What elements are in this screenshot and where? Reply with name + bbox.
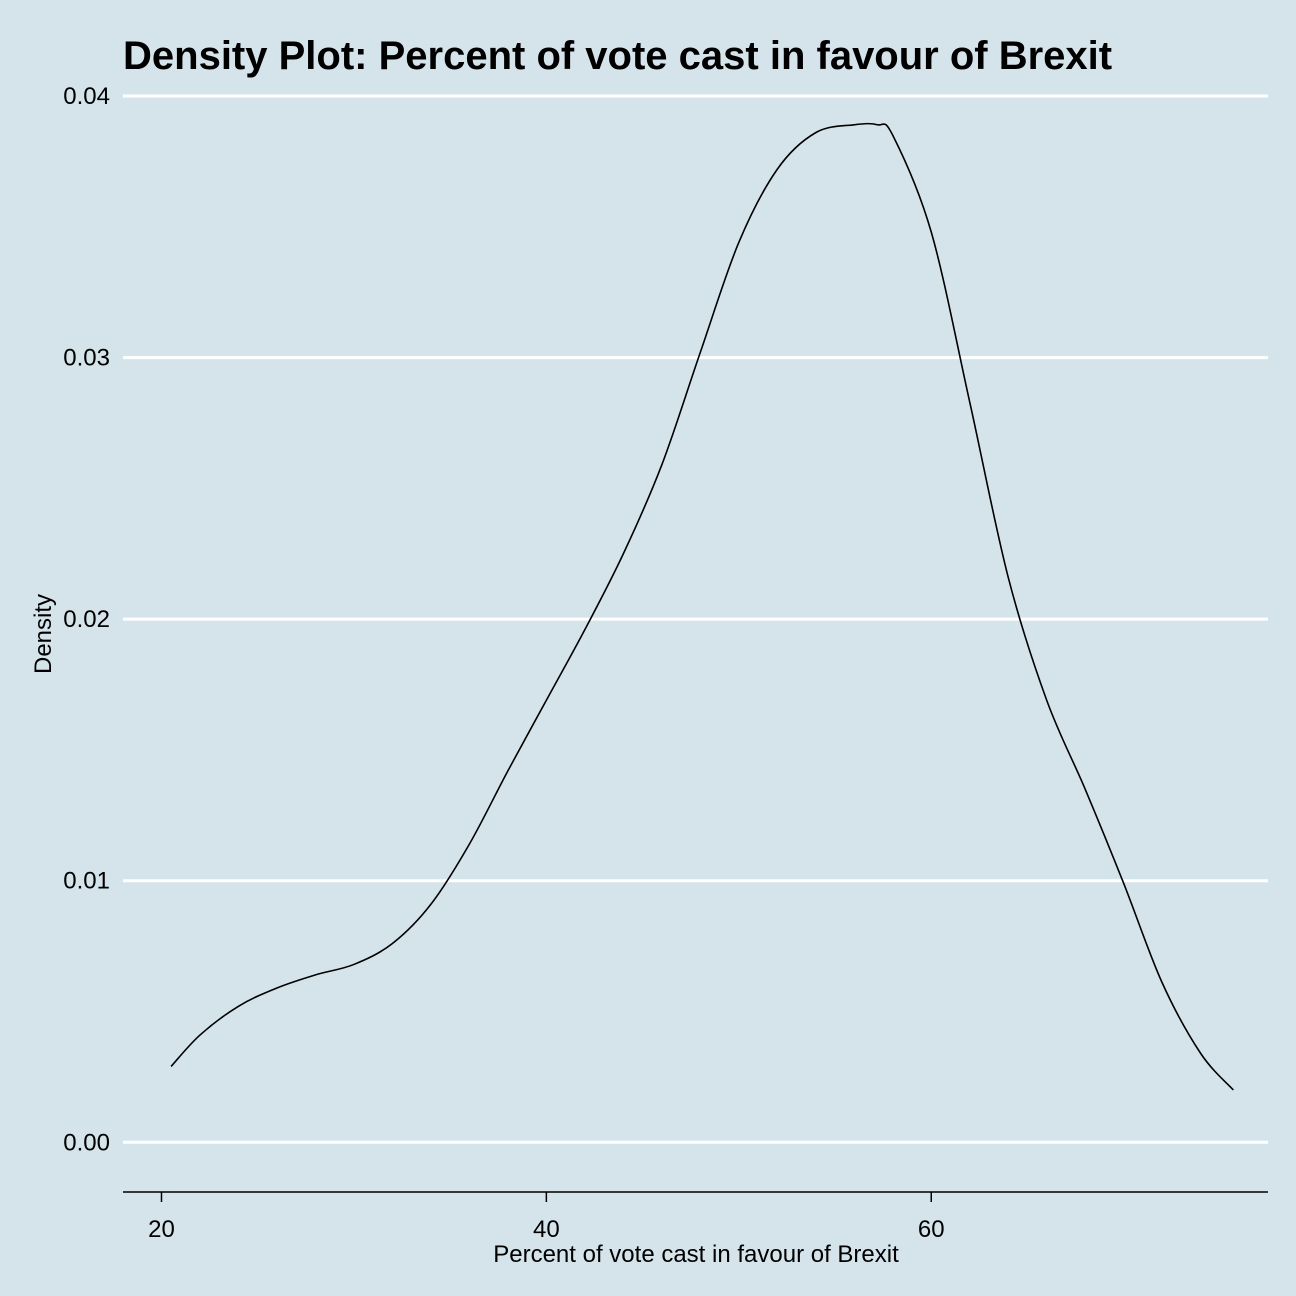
y-tick-label: 0.04 [63, 83, 110, 110]
y-axis-label: Density [30, 594, 57, 674]
series-layer [170, 122, 1234, 1091]
density-line [170, 122, 1234, 1091]
chart-title: Density Plot: Percent of vote cast in fa… [123, 34, 1112, 78]
y-tick-label: 0.00 [63, 1129, 110, 1156]
grid-lines [123, 94, 1268, 1144]
x-tick-label: 60 [918, 1216, 945, 1243]
y-tick-label: 0.03 [63, 345, 110, 372]
y-tick-label: 0.02 [63, 606, 110, 633]
x-axis [123, 1191, 1268, 1202]
x-axis-label: Percent of vote cast in favour of Brexit [493, 1241, 899, 1268]
y-tick-label: 0.01 [63, 868, 110, 895]
x-tick-label: 20 [148, 1216, 175, 1243]
x-tick-label: 40 [533, 1216, 560, 1243]
